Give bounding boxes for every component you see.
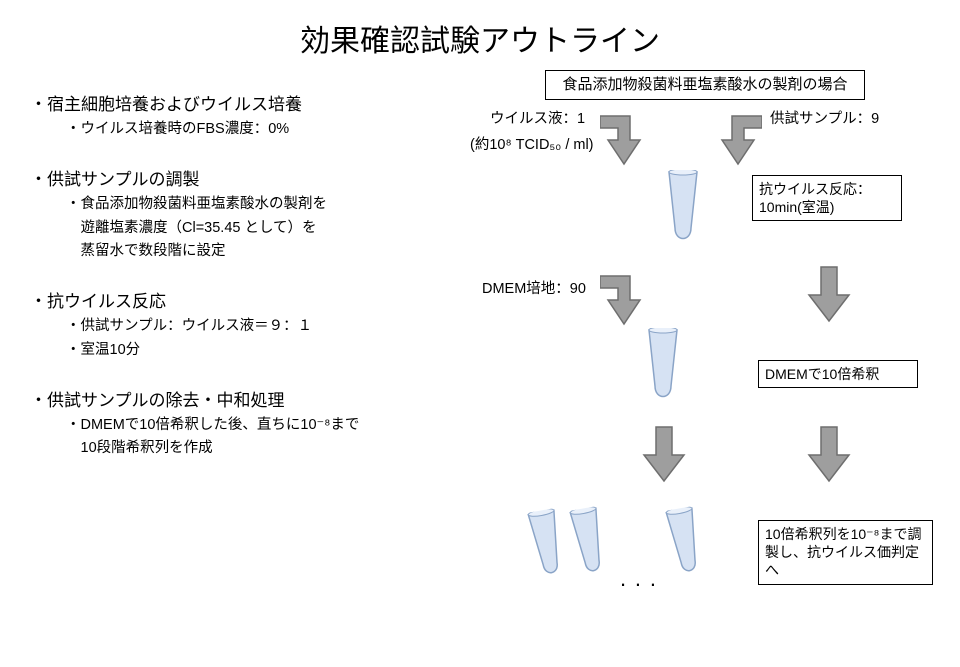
sub-list-1: ・食品添加物殺菌料亜塩素酸水の製剤を 遊離塩素濃度（Cl=35.45 として）を… (30, 194, 450, 263)
ellipsis-dots: ... (620, 566, 665, 592)
tube-series-2 (566, 506, 612, 583)
reaction-box: 抗ウイルス反応：10min(室温) (752, 175, 902, 221)
section-0: ・宿主細胞培養およびウイルス培養 ・ウイルス培養時のFBS濃度：0% (30, 90, 450, 141)
virus-label: ウイルス液：1 (490, 110, 585, 129)
sub-list-3: ・DMEMで10倍希釈した後、直ちに10⁻⁸まで 10段階希釈列を作成 (30, 415, 450, 461)
arrow-down-right-2 (805, 425, 853, 483)
sub-item: ・DMEMで10倍希釈した後、直ちに10⁻⁸まで (66, 415, 450, 437)
section-2: ・抗ウイルス反応 ・供試サンプル：ウイルス液＝９：１ ・室温10分 (30, 287, 450, 362)
tube-1 (665, 170, 701, 248)
page-title: 効果確認試験アウトライン (0, 0, 960, 70)
sub-list-2: ・供試サンプル：ウイルス液＝９：１ ・室温10分 (30, 316, 450, 362)
right-column: 食品添加物殺菌料亜塩素酸水の製剤の場合 ウイルス液：1 (約10⁸ TCID₅₀… (470, 70, 930, 630)
arrow-sample-in (702, 110, 762, 175)
arrow-down-1 (805, 265, 853, 323)
section-heading: ・供試サンプルの除去・中和処理 (30, 386, 450, 411)
sub-list-0: ・ウイルス培養時のFBS濃度：0% (30, 119, 450, 141)
dmem-label: DMEM培地：90 (482, 280, 586, 299)
tube-2 (645, 328, 681, 406)
dilution-box: DMEMで10倍希釈 (758, 360, 918, 388)
section-3: ・供試サンプルの除去・中和処理 ・DMEMで10倍希釈した後、直ちに10⁻⁸まで… (30, 386, 450, 461)
virus-sublabel: (約10⁸ TCID₅₀ / ml) (470, 136, 594, 155)
sub-item: ・ウイルス培養時のFBS濃度：0% (66, 119, 450, 141)
sample-label: 供試サンプル：9 (770, 110, 879, 129)
sub-item: ・室温10分 (66, 340, 450, 362)
sub-item: ・食品添加物殺菌料亜塩素酸水の製剤を (66, 194, 450, 216)
arrow-virus-in (600, 110, 660, 175)
tube-series-1 (524, 508, 570, 585)
sub-item: 遊離塩素濃度（Cl=35.45 として）を (66, 218, 450, 240)
arrow-down-left-2 (640, 425, 688, 483)
final-box: 10倍希釈列を10⁻⁸まで調製し、抗ウイルス価判定へ (758, 520, 933, 585)
section-heading: ・宿主細胞培養およびウイルス培養 (30, 90, 450, 115)
section-heading: ・抗ウイルス反応 (30, 287, 450, 312)
arrow-dmem-in (600, 270, 660, 335)
section-heading: ・供試サンプルの調製 (30, 165, 450, 190)
content-row: ・宿主細胞培養およびウイルス培養 ・ウイルス培養時のFBS濃度：0% ・供試サン… (0, 70, 960, 630)
tube-series-3 (662, 506, 708, 583)
sub-item: ・供試サンプル：ウイルス液＝９：１ (66, 316, 450, 338)
header-box: 食品添加物殺菌料亜塩素酸水の製剤の場合 (545, 70, 865, 100)
sub-item: 蒸留水で数段階に設定 (66, 241, 450, 263)
section-1: ・供試サンプルの調製 ・食品添加物殺菌料亜塩素酸水の製剤を 遊離塩素濃度（Cl=… (30, 165, 450, 263)
left-column: ・宿主細胞培養およびウイルス培養 ・ウイルス培養時のFBS濃度：0% ・供試サン… (30, 70, 450, 630)
sub-item: 10段階希釈列を作成 (66, 438, 450, 460)
